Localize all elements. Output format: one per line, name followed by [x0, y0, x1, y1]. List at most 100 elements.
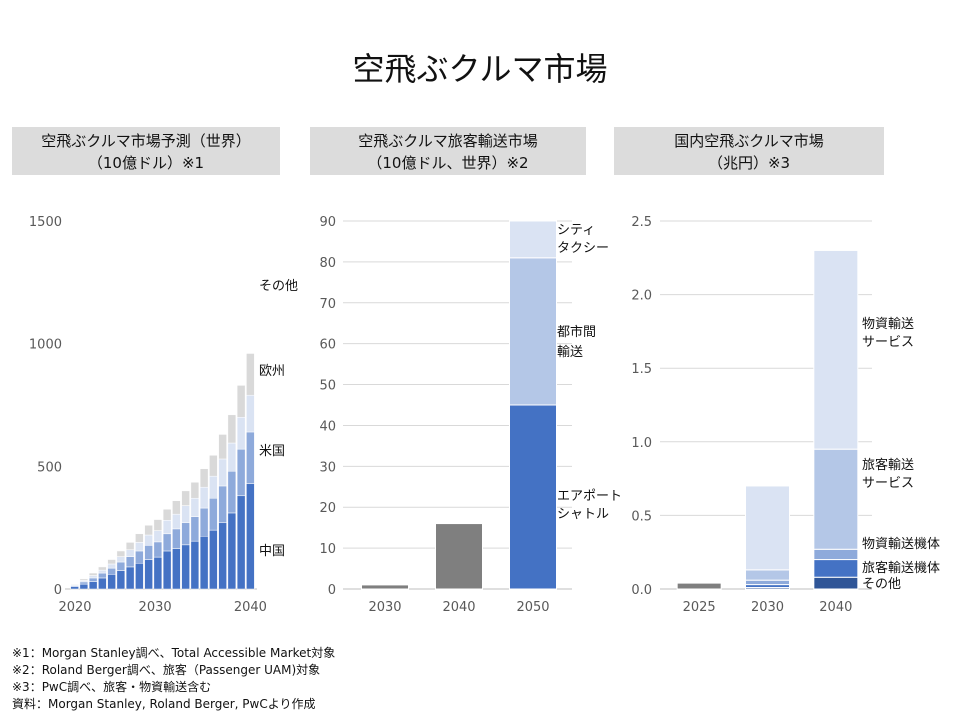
- chart2-series-label: シティ: [557, 223, 595, 238]
- chart3-bar-2030-物資輸送サービス: [745, 485, 790, 571]
- chart1-bar-2040-中国: [246, 483, 255, 590]
- chart2-y-tick-label: 70: [319, 297, 336, 312]
- chart2-header: 空飛ぶクルマ旅客輸送市場 （10億ドル、世界）※2: [310, 127, 586, 175]
- chart2-y-tick-label: 50: [319, 379, 336, 394]
- chart1-bar-2033-その他: [181, 490, 190, 506]
- chart1-bar-2023-中国: [88, 581, 98, 590]
- chart3-series-label: 旅客輸送機体: [862, 560, 940, 576]
- chart2-series-label: エアポート: [557, 489, 622, 504]
- chart2-y-tick-label: 0: [328, 583, 336, 598]
- chart1-x-tick-label: 2030: [139, 600, 172, 615]
- chart3-bar-2040-その他: [813, 576, 859, 590]
- chart1-bar-2040-その他: [246, 353, 255, 396]
- chart1-bar-2027-中国: [125, 566, 135, 590]
- chart1-y-tick-label: 500: [37, 460, 62, 475]
- chart1-y-tick-label: 1500: [29, 215, 62, 230]
- chart3-series-label: 物資輸送機体: [862, 537, 940, 552]
- footnote-1: ※1：Morgan Stanley調べ、Total Accessible Mar…: [12, 646, 336, 660]
- chart2-y-tick-label: 20: [319, 501, 336, 516]
- chart1-bar-2037-その他: [218, 434, 227, 460]
- chart3-title-line1: 国内空飛ぶクルマ市場: [674, 132, 824, 150]
- chart1-series-label: その他: [259, 279, 298, 294]
- chart1-bar-2027-米国: [125, 556, 135, 568]
- chart2-bar-2030-total: [361, 584, 409, 590]
- chart3-bar-2040-旅客輸送サービス: [813, 448, 859, 550]
- chart1-bar-2029-米国: [144, 545, 153, 560]
- chart1-bar-2022-中国: [79, 583, 89, 590]
- chart2-series-label: タクシー: [557, 241, 609, 256]
- chart1-bar-2035-米国: [199, 507, 209, 537]
- chart1-bar-2031-米国: [162, 533, 172, 552]
- chart2-series-label: 都市間: [557, 324, 596, 340]
- chart1-bar-2021-中国: [70, 586, 79, 590]
- chart1-bar-2036-欧州: [209, 475, 218, 499]
- chart3-y-tick-label: 1.0: [631, 436, 652, 451]
- chart1-series-label: 欧州: [259, 364, 285, 379]
- chart1-bar-2028-その他: [135, 533, 144, 543]
- chart1-bar-2037-欧州: [218, 458, 227, 487]
- chart1-bar-2038-欧州: [227, 442, 237, 472]
- chart1-series-label: 米国: [259, 444, 285, 459]
- chart3-title-line2: （兆円）※3: [707, 154, 791, 172]
- chart1-bar-2037-米国: [218, 485, 227, 524]
- chart2-series-label: シャトル: [557, 507, 609, 522]
- chart1-x-tick-label: 2020: [58, 600, 91, 615]
- chart1-y-tick-label: 0: [54, 583, 62, 598]
- chart1-bar-2023-その他: [88, 572, 98, 576]
- chart1-bar-2030-欧州: [153, 530, 163, 543]
- chart1-bar-2039-その他: [236, 385, 246, 418]
- footnote-2: ※2：Roland Berger調べ、旅客（Passenger UAM)対象: [12, 663, 321, 677]
- chart3-bar-2040-物資輸送サービス: [813, 249, 859, 450]
- chart1-bar-2025-中国: [107, 574, 116, 590]
- chart3-y-tick-label: 0.5: [631, 509, 652, 524]
- chart1-bar-2031-その他: [162, 509, 172, 521]
- chart2-x-tick-label: 2030: [368, 600, 401, 615]
- chart2-y-tick-label: 30: [319, 460, 336, 475]
- chart1-bar-2034-米国: [190, 516, 200, 542]
- chart2-x-tick-label: 2040: [442, 600, 475, 615]
- footnote-3: ※3：PwC調べ、旅客・物資輸送含む: [12, 680, 212, 694]
- chart1-bar-2021-その他: [70, 583, 79, 586]
- chart1-bar-2040-欧州: [246, 394, 255, 433]
- chart3-series-label: その他: [862, 577, 901, 592]
- chart1-bar-2026-中国: [116, 570, 126, 590]
- chart1-bar-2035-中国: [199, 536, 209, 590]
- chart3-y-tick-label: 1.5: [631, 362, 652, 377]
- chart1-bar-2039-欧州: [236, 417, 246, 450]
- chart1-bar-2028-欧州: [135, 542, 144, 552]
- chart1-bar-2024-欧州: [98, 569, 107, 574]
- chart1-bar-2038-中国: [227, 512, 237, 590]
- chart1-bar-2026-その他: [116, 550, 126, 557]
- chart1-bar-2035-その他: [199, 468, 209, 488]
- chart3-bar-2040-旅客輸送機体: [813, 559, 859, 578]
- chart1-bar-2038-その他: [227, 414, 237, 444]
- chart1-bar-2034-その他: [190, 482, 200, 499]
- chart1-bar-2024-中国: [98, 577, 107, 590]
- chart1-bar-2031-欧州: [162, 520, 172, 535]
- chart2-bar-2050-エアポートシャトル: [509, 404, 557, 590]
- chart1-bar-2033-欧州: [181, 505, 190, 524]
- chart1-bar-2034-欧州: [190, 497, 200, 517]
- chart1-bar-2024-その他: [98, 566, 107, 571]
- page-title: 空飛ぶクルマ市場: [352, 50, 608, 88]
- chart1-bar-2032-その他: [172, 500, 181, 515]
- chart3-header: 国内空飛ぶクルマ市場 （兆円）※3: [614, 127, 884, 175]
- chart2-series-label: 輸送: [557, 345, 583, 360]
- chart1-bar-2023-欧州: [88, 575, 98, 579]
- chart1-bar-2027-欧州: [125, 549, 135, 557]
- chart2-y-tick-label: 80: [319, 256, 336, 271]
- chart1-bar-2028-米国: [135, 550, 144, 564]
- chart1-bar-2036-米国: [209, 497, 218, 531]
- chart1-bar-2033-中国: [181, 544, 190, 590]
- chart1-bar-2030-その他: [153, 519, 163, 531]
- chart1-bar-2036-中国: [209, 529, 218, 590]
- chart1-bar-2037-中国: [218, 522, 227, 590]
- chart3-series-label: 旅客輸送: [862, 457, 914, 473]
- chart2-y-tick-label: 10: [319, 542, 336, 557]
- chart1-bar-2034-中国: [190, 540, 200, 590]
- chart1-bar-2024-米国: [98, 572, 107, 579]
- chart1-bar-2039-中国: [236, 495, 246, 590]
- chart1-header: 空飛ぶクルマ市場予測（世界） （10億ドル）※1: [12, 127, 280, 175]
- chart2-x-tick-label: 2050: [516, 600, 549, 615]
- chart1-bar-2031-中国: [162, 550, 172, 590]
